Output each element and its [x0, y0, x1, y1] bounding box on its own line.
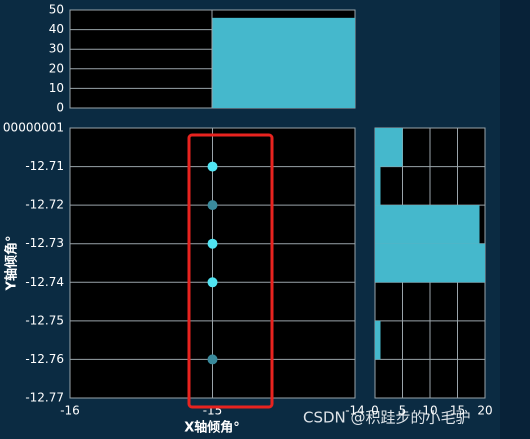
y-axis-label: Y轴倾角° — [4, 236, 20, 292]
bar — [375, 166, 381, 206]
point — [207, 354, 218, 365]
watermark: CSDN @积跬步的小毛驴 — [303, 409, 471, 427]
bar — [375, 320, 381, 360]
y-tick-label: -12.71 — [25, 159, 64, 173]
y-tick-label: 20 — [49, 61, 64, 75]
point — [207, 277, 218, 288]
x-tick-label: 15 — [450, 404, 465, 418]
bar — [375, 205, 480, 244]
x-tick-label: -16 — [60, 404, 80, 418]
bar — [375, 243, 485, 283]
y-tick-label: -12.73 — [25, 236, 64, 250]
x-tick-label: 20 — [477, 404, 492, 418]
point — [207, 238, 218, 249]
x-tick-label: 0 — [371, 404, 379, 418]
background-edge — [500, 0, 530, 439]
y-tick-label: -12.74 — [25, 275, 64, 289]
y-tick-label: 10 — [49, 81, 64, 95]
y-tick-label: -12.77 — [25, 391, 64, 405]
x-axis-label: X轴倾角° — [184, 420, 240, 436]
x-tick-label: 5 — [399, 404, 407, 418]
y-tick-label: -12.72 — [25, 198, 64, 212]
y-tick-label: 00000001 — [3, 121, 64, 135]
point — [207, 161, 218, 172]
y-tick-label: -12.75 — [25, 313, 64, 327]
y-tick-label: -12.76 — [25, 352, 64, 366]
point — [207, 200, 218, 211]
y-tick-label: 40 — [49, 22, 64, 36]
bar — [212, 17, 355, 109]
y-tick-label: 50 — [49, 3, 64, 17]
highlight-box — [187, 133, 274, 409]
x-tick-label: -14 — [345, 404, 365, 418]
bar — [375, 128, 403, 167]
y-tick-label: 0 — [56, 101, 64, 115]
y-tick-label: 30 — [49, 42, 64, 56]
x-tick-label: 10 — [422, 404, 437, 418]
